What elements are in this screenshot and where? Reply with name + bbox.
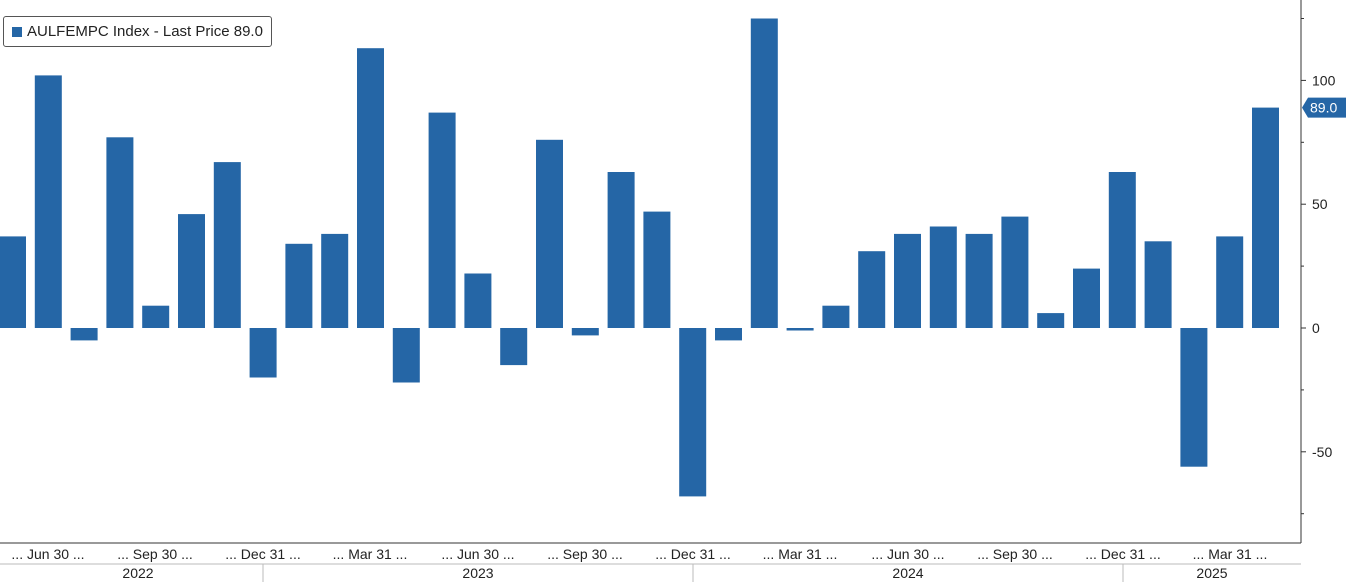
bar [1252,107,1279,328]
x-tick-label: ... Sep 30 ... [117,546,193,562]
x-tick-label: ... Jun 30 ... [11,546,84,562]
bar [213,162,241,328]
x-tick-label: ... Dec 31 ... [225,546,300,562]
bars-group [0,18,1279,497]
bar [285,243,313,328]
last-price-tag-shape [1302,97,1346,118]
bar [929,226,957,328]
bar [428,112,456,328]
year-label: 2023 [462,565,493,581]
bar [0,236,26,328]
bar [786,328,814,331]
last-price-label: 89.0 [1310,100,1337,116]
bar [392,328,420,383]
bar [571,328,599,336]
y-tick-label: 50 [1312,196,1328,212]
bar [249,328,277,378]
bar [106,137,134,328]
x-tick-label: ... Dec 31 ... [655,546,730,562]
bar [822,305,850,328]
year-label: 2025 [1196,565,1227,581]
year-label: 2024 [892,565,923,581]
x-tick-label: ... Jun 30 ... [441,546,514,562]
bar [1001,216,1029,328]
bar [34,75,62,329]
y-tick-label: 100 [1312,72,1336,88]
y-tick-label: -50 [1312,444,1332,460]
x-tick-label: ... Sep 30 ... [977,546,1053,562]
bar [536,139,563,328]
y-tick-label: 0 [1312,320,1320,336]
bar [1144,241,1172,328]
bar [894,233,921,328]
last-price-tag: 89.0 [1302,97,1346,118]
bar [643,211,671,328]
bar [607,172,635,328]
bar [1037,313,1065,328]
bar [464,273,492,328]
bar [965,233,993,328]
bar [1216,236,1244,328]
year-label: 2022 [122,565,153,581]
bar [1108,172,1136,328]
bar [142,305,170,328]
x-axis: ... Jun 30 ... ... Sep 30 ... ... Dec 31 .… [0,542,1301,582]
bar [1180,328,1208,467]
bar [1073,268,1100,328]
bar [679,328,707,497]
bar [500,328,528,366]
bar [321,233,349,328]
x-tick-label: ... Sep 30 ... [547,546,623,562]
bar [858,251,886,328]
bar [750,18,778,328]
y-axis: 100 50 0 -50 [1300,0,1336,543]
legend-label: AULFEMPC Index - Last Price 89.0 [27,23,263,40]
bar [178,214,205,328]
x-tick-label: ... Mar 31 ... [763,546,838,562]
bar [715,328,742,341]
x-tick-label: ... Mar 31 ... [1193,546,1268,562]
x-tick-label: ... Jun 30 ... [871,546,944,562]
bar [357,48,384,328]
legend: AULFEMPC Index - Last Price 89.0 [3,16,272,47]
x-tick-label: ... Dec 31 ... [1085,546,1160,562]
bar [70,328,98,341]
x-tick-label: ... Mar 31 ... [333,546,408,562]
legend-swatch [12,26,22,37]
